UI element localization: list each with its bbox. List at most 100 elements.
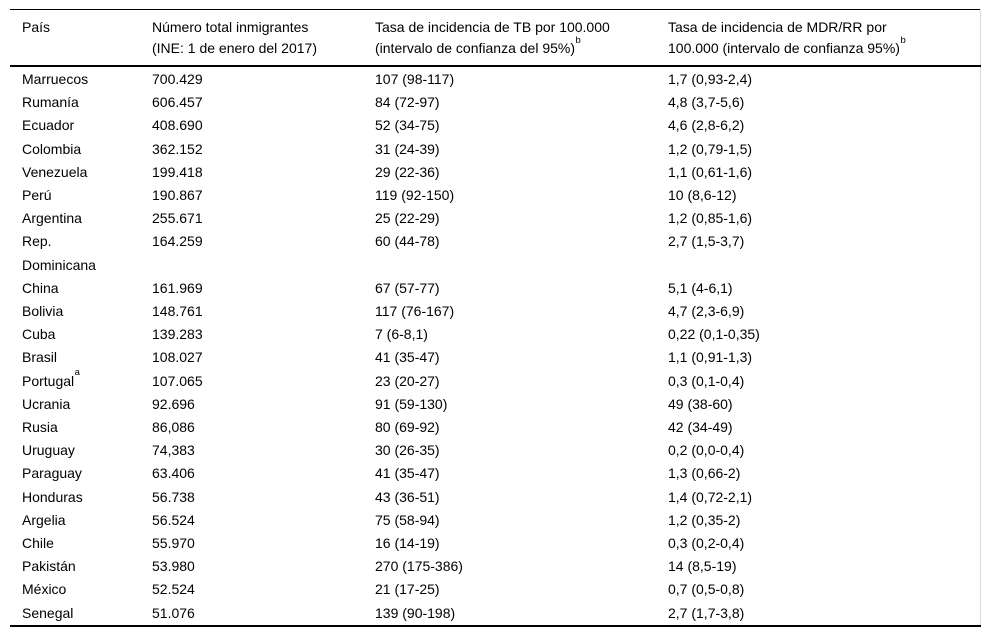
- cell-pais: Rep. Dominicana: [10, 230, 152, 276]
- cell-pais: Argelia: [10, 509, 152, 532]
- cell-text: 7 (6-8,1): [375, 326, 428, 343]
- cell-mdr: 10 (8,6-12): [668, 184, 980, 207]
- table-header-row: País Número total inmigrantes (INE: 1 de e…: [10, 9, 980, 67]
- cell-text: 4,6 (2,8-6,2): [668, 117, 745, 134]
- cell-text: Perú: [22, 187, 52, 204]
- cell-text: Portugal: [22, 372, 75, 389]
- cell-inmigrantes: 700.429: [152, 66, 375, 91]
- cell-text: 84 (72-97): [375, 94, 440, 111]
- table-row: Colombia 362.152 31 (24-39) 1,2 (0,79-1,5): [10, 138, 980, 161]
- cell-mdr: 2,7 (1,7-3,8): [668, 602, 980, 626]
- column-header-line: Número total inmigrantes: [152, 19, 309, 35]
- cell-text: 74,383: [152, 442, 195, 459]
- cell-mdr: 1,3 (0,66-2): [668, 462, 980, 485]
- cell-text: 0,3 (0,1-0,4): [668, 372, 745, 389]
- cell-text: 119 (92-150): [375, 187, 455, 204]
- cell-text: 1,3 (0,66-2): [668, 465, 741, 482]
- table-row: Paraguay 63.406 41 (35-47) 1,3 (0,66-2): [10, 462, 980, 485]
- cell-mdr: 1,4 (0,72-2,1): [668, 486, 980, 509]
- cell-tb: 7 (6-8,1): [375, 323, 668, 346]
- cell-tb: 41 (35-47): [375, 462, 668, 485]
- table-row: Rusia 86,086 80 (69-92) 42 (34-49): [10, 416, 980, 439]
- cell-mdr: 0,3 (0,2-0,4): [668, 532, 980, 555]
- table-row: Brasil 108.027 41 (35-47) 1,1 (0,91-1,3): [10, 346, 980, 369]
- cell-tb: 29 (22-36): [375, 161, 668, 184]
- cell-pais: Chile: [10, 532, 152, 555]
- cell-tb: 75 (58-94): [375, 509, 668, 532]
- cell-inmigrantes: 56.524: [152, 509, 375, 532]
- cell-text: 25 (22-29): [375, 210, 440, 227]
- cell-pais: Paraguay: [10, 462, 152, 485]
- cell-tb: 117 (76-167): [375, 300, 668, 323]
- cell-pais: Senegal: [10, 602, 152, 626]
- cell-tb: 31 (24-39): [375, 138, 668, 161]
- cell-mdr: 1,1 (0,61-1,6): [668, 161, 980, 184]
- cell-inmigrantes: 255.671: [152, 207, 375, 230]
- cell-inmigrantes: 139.283: [152, 323, 375, 346]
- footnote-marker: a: [74, 367, 80, 379]
- table-row: Perú 190.867 119 (92-150) 10 (8,6-12): [10, 184, 980, 207]
- cell-text: 1,1 (0,61-1,6): [668, 163, 753, 180]
- cell-text: Cuba: [22, 326, 56, 343]
- cell-pais: México: [10, 578, 152, 601]
- cell-text: Pakistán: [22, 558, 76, 575]
- cell-pais: Venezuela: [10, 161, 152, 184]
- cell-pais: Argentina: [10, 207, 152, 230]
- tb-incidence-table: País Número total inmigrantes (INE: 1 de e…: [10, 9, 981, 627]
- cell-mdr: 1,2 (0,35-2): [668, 509, 980, 532]
- cell-mdr: 0,22 (0,1-0,35): [668, 323, 980, 346]
- cell-text: 108.027: [152, 349, 203, 366]
- cell-text: 1,2 (0,35-2): [668, 511, 741, 528]
- cell-tb: 139 (90-198): [375, 602, 668, 626]
- cell-inmigrantes: 51.076: [152, 602, 375, 626]
- cell-text: 55.970: [152, 535, 195, 552]
- cell-text: Argentina: [22, 210, 82, 227]
- cell-inmigrantes: 107.065: [152, 370, 375, 393]
- cell-mdr: 0,7 (0,5-0,8): [668, 578, 980, 601]
- table-row: Honduras 56.738 43 (36-51) 1,4 (0,72-2,1): [10, 486, 980, 509]
- cell-text: 139.283: [152, 326, 203, 343]
- cell-text: Venezuela: [22, 163, 88, 180]
- cell-inmigrantes: 55.970: [152, 532, 375, 555]
- cell-text: 29 (22-36): [375, 163, 440, 180]
- footnote-marker: b: [575, 34, 581, 46]
- cell-mdr: 14 (8,5-19): [668, 555, 980, 578]
- cell-text: 56.524: [152, 511, 195, 528]
- cell-text: Rep. Dominicana: [22, 233, 96, 273]
- tb-incidence-table-container: País Número total inmigrantes (INE: 1 de e…: [10, 9, 981, 627]
- column-header-mdr: Tasa de incidencia de MDR/RR por 100.000 …: [668, 9, 980, 67]
- cell-text: 700.429: [152, 71, 203, 87]
- cell-text: 107.065: [152, 372, 203, 389]
- cell-text: 42 (34-49): [668, 419, 733, 436]
- cell-text: 139 (90-198): [375, 604, 456, 621]
- table-row: Rumanía 606.457 84 (72-97) 4,8 (3,7-5,6): [10, 91, 980, 114]
- cell-tb: 91 (59-130): [375, 393, 668, 416]
- cell-text: 52 (34-75): [375, 117, 440, 134]
- cell-inmigrantes: 53.980: [152, 555, 375, 578]
- cell-text: 23 (20-27): [375, 372, 440, 389]
- cell-inmigrantes: 63.406: [152, 462, 375, 485]
- cell-text: 117 (76-167): [375, 303, 455, 320]
- cell-tb: 119 (92-150): [375, 184, 668, 207]
- cell-text: 606.457: [152, 94, 203, 111]
- cell-mdr: 1,2 (0,79-1,5): [668, 138, 980, 161]
- cell-text: 60 (44-78): [375, 233, 440, 250]
- cell-text: 56.738: [152, 488, 195, 505]
- cell-tb: 41 (35-47): [375, 346, 668, 369]
- table-row: Senegal 51.076 139 (90-198) 2,7 (1,7-3,8): [10, 602, 980, 626]
- cell-text: 1,2 (0,85-1,6): [668, 210, 753, 227]
- cell-tb: 25 (22-29): [375, 207, 668, 230]
- cell-text: 107 (98-117): [375, 71, 455, 87]
- table-header: País Número total inmigrantes (INE: 1 de e…: [10, 9, 980, 67]
- column-header-line: Tasa de incidencia de TB por 100.000: [375, 19, 610, 35]
- cell-pais: Uruguay: [10, 439, 152, 462]
- cell-text: 43 (36-51): [375, 488, 440, 505]
- column-header-tb: Tasa de incidencia de TB por 100.000 (int…: [375, 9, 668, 67]
- column-header-line: (INE: 1 de enero del 2017): [152, 40, 317, 56]
- table-row: México 52.524 21 (17-25) 0,7 (0,5-0,8): [10, 578, 980, 601]
- cell-tb: 107 (98-117): [375, 66, 668, 91]
- cell-pais: Honduras: [10, 486, 152, 509]
- cell-pais: Cuba: [10, 323, 152, 346]
- cell-tb: 60 (44-78): [375, 230, 668, 276]
- cell-pais: Perú: [10, 184, 152, 207]
